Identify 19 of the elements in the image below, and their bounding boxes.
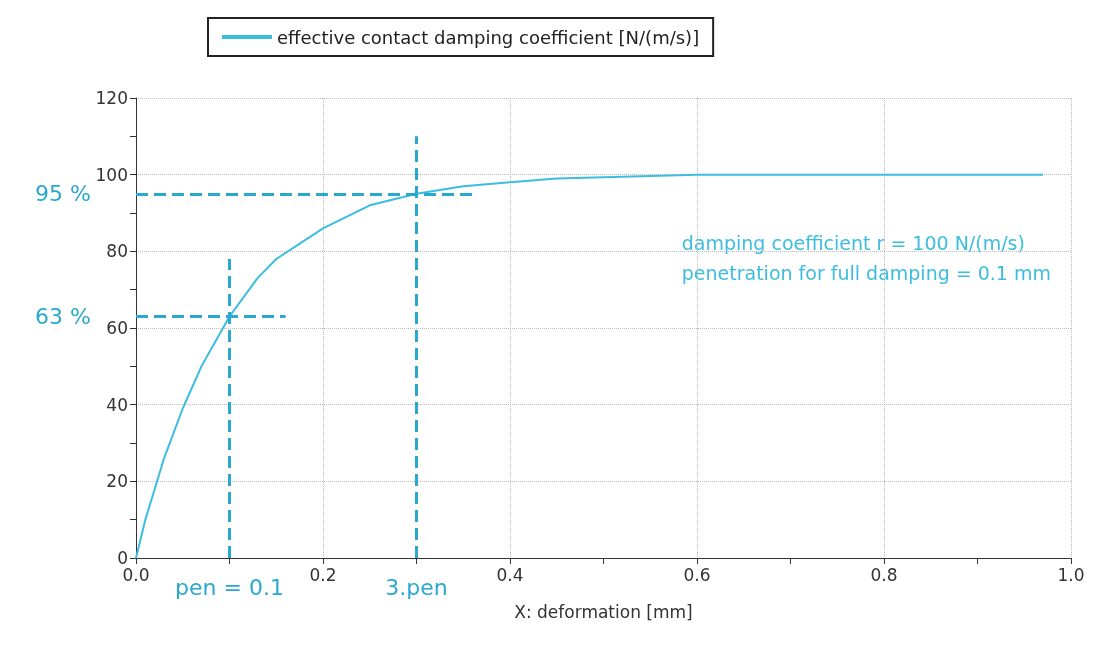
- x-tick-label: 0.4: [496, 564, 524, 585]
- y-tick-label: 40: [106, 394, 128, 415]
- ref-line-label: 95 %: [35, 181, 91, 207]
- x-tick-label: 0.6: [683, 564, 711, 585]
- y-tick-label: 80: [106, 241, 128, 262]
- x-axis-title: X: deformation [mm]: [514, 601, 693, 622]
- ref-line-label: 63 %: [35, 304, 91, 329]
- y-tick-label: 20: [106, 471, 128, 492]
- annotation: penetration for full damping = 0.1 mm: [681, 262, 1052, 284]
- y-tick-label: 120: [95, 88, 128, 108]
- y-tick-label: 60: [106, 318, 128, 338]
- ref-line-label: pen = 0.1: [175, 574, 284, 600]
- ref-line-label: 3.pen: [385, 574, 448, 600]
- legend-label: effective contact damping coefficient [N/(m/s)]: [277, 26, 700, 48]
- annotation: damping coefficient r = 100 N/(m/s): [681, 232, 1025, 254]
- x-tick-label: 1.0: [1057, 564, 1085, 585]
- y-tick-label: 100: [95, 164, 128, 185]
- x-tick-label: 0.2: [309, 564, 337, 585]
- x-tick-label: 0.8: [870, 564, 898, 585]
